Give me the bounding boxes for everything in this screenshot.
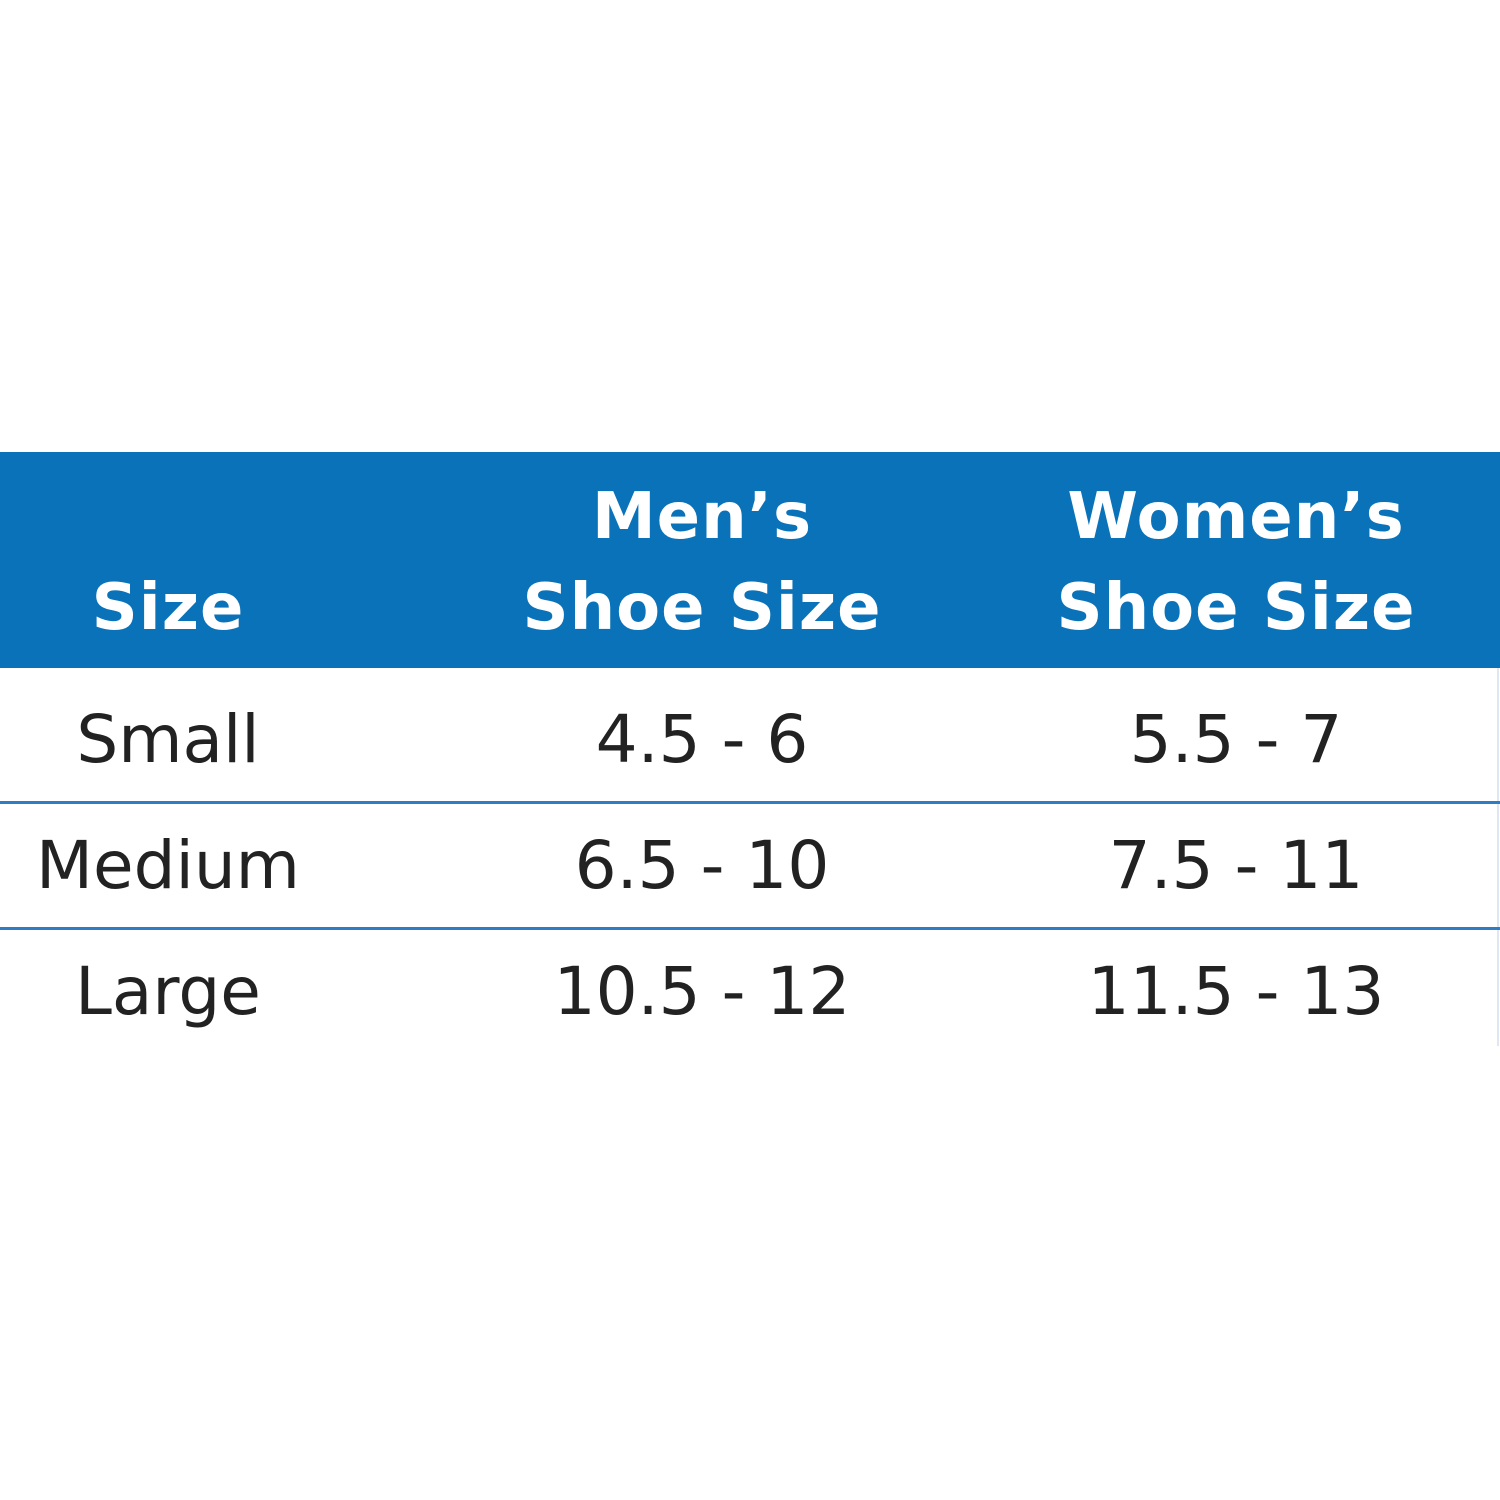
size-range: 11.5 - 13 <box>1087 953 1385 1030</box>
row-divider <box>0 927 1500 930</box>
table-edge <box>1497 668 1499 1046</box>
header-cell: Shoe Size <box>1056 571 1416 645</box>
header-band <box>0 452 1500 668</box>
size-label: Medium <box>36 827 300 904</box>
size-label: Large <box>75 953 261 1030</box>
header-cell: Shoe Size <box>522 571 882 645</box>
header-cell: Size <box>91 571 245 645</box>
header-cell: Women’s <box>1067 480 1405 554</box>
header-cell: Men’s <box>591 480 813 554</box>
size-label: Small <box>76 701 260 778</box>
size-range: 10.5 - 12 <box>553 953 851 1030</box>
size-range: 5.5 - 7 <box>1129 701 1343 778</box>
size-range: 4.5 - 6 <box>595 701 809 778</box>
size-range: 6.5 - 10 <box>574 827 830 904</box>
row-divider <box>0 801 1500 804</box>
size-range: 7.5 - 11 <box>1108 827 1364 904</box>
